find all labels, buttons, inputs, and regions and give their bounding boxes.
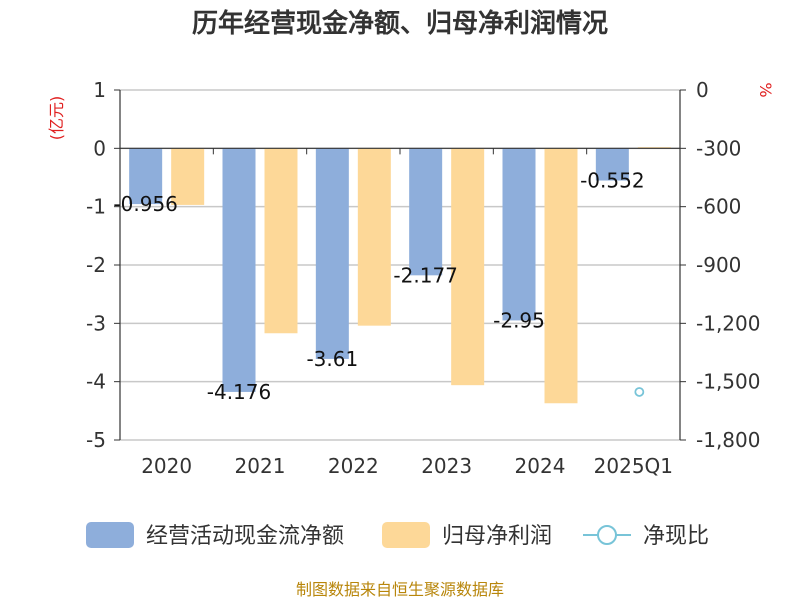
data-labels-layer: -0.956 -4.176 -3.61 -2.177 -2.95 -0.552 bbox=[113, 169, 644, 404]
bar-net-profit bbox=[357, 148, 391, 326]
bar-cashflow bbox=[315, 148, 349, 359]
data-label-cashflow: -2.177 bbox=[393, 263, 457, 287]
right-axis-unit-label: % bbox=[756, 82, 775, 97]
legend-swatch bbox=[382, 522, 430, 548]
left-axis-tick-label: -5 bbox=[86, 428, 106, 452]
bar-net-profit bbox=[171, 148, 205, 205]
bar-net-profit bbox=[451, 148, 485, 386]
data-label-cashflow: -2.95 bbox=[493, 308, 545, 332]
x-axis-tick-label: 2023 bbox=[421, 454, 472, 478]
bar-net-profit bbox=[544, 148, 578, 404]
data-label-cashflow: -0.956 bbox=[113, 192, 177, 216]
left-axis-tick-label: -1 bbox=[86, 195, 106, 219]
legend-label: 经营活动现金流净额 bbox=[146, 524, 344, 549]
bar-cashflow bbox=[409, 148, 443, 276]
right-axis-tick-label: -900 bbox=[696, 253, 741, 277]
right-axis-tick-label: 0 bbox=[696, 78, 709, 102]
bars-layer bbox=[129, 147, 671, 404]
legend-swatch bbox=[86, 522, 134, 548]
bar-net-profit bbox=[264, 148, 298, 334]
legend-label: 净现比 bbox=[643, 524, 709, 549]
source-note: 制图数据来自恒生聚源数据库 bbox=[296, 580, 504, 599]
right-axis-tick-label: -1,500 bbox=[696, 370, 760, 394]
line-points-layer bbox=[634, 387, 645, 397]
bar-cashflow bbox=[222, 148, 256, 392]
left-axis-tick-label: 0 bbox=[93, 136, 106, 160]
bar-cashflow bbox=[129, 148, 163, 205]
data-label-cashflow: -3.61 bbox=[306, 347, 358, 371]
left-axis-tick-label: -2 bbox=[86, 253, 106, 277]
legend: 经营活动现金流净额 归母净利润 净现比 bbox=[86, 522, 709, 549]
x-axis-tick-label: 2022 bbox=[328, 454, 379, 478]
line-point-cash-ratio bbox=[634, 387, 645, 397]
left-axis-unit-label: (亿元) bbox=[47, 96, 66, 141]
right-axis-tick-label: -600 bbox=[696, 195, 741, 219]
right-axis-tick-label: -1,800 bbox=[696, 428, 760, 452]
x-axis-tick-label: 2021 bbox=[235, 454, 286, 478]
axes-layer: 1 0 -1 -2 -3 -4 -5 0 -300 -600 -900 -1,200 -1,500 -1,… bbox=[86, 78, 760, 478]
data-label-cashflow: -0.552 bbox=[580, 169, 644, 193]
left-axis-tick-label: -3 bbox=[86, 311, 106, 335]
bar-cashflow bbox=[595, 148, 629, 181]
legend-swatch-marker bbox=[597, 525, 617, 545]
right-axis-tick-label: -300 bbox=[696, 136, 741, 160]
x-axis-tick-label: 2025Q1 bbox=[594, 454, 673, 478]
right-axis-tick-label: -1,200 bbox=[696, 311, 760, 335]
x-axis-tick-label: 2024 bbox=[515, 454, 566, 478]
left-axis-tick-label: 1 bbox=[93, 78, 106, 102]
bar-cashflow bbox=[502, 148, 536, 321]
data-label-cashflow: -4.176 bbox=[207, 380, 271, 404]
left-axis-tick-label: -4 bbox=[86, 370, 106, 394]
x-axis-tick-label: 2020 bbox=[141, 454, 192, 478]
chart-title: 历年经营现金净额、归母净利润情况 bbox=[192, 8, 608, 39]
legend-label: 归母净利润 bbox=[442, 524, 552, 549]
